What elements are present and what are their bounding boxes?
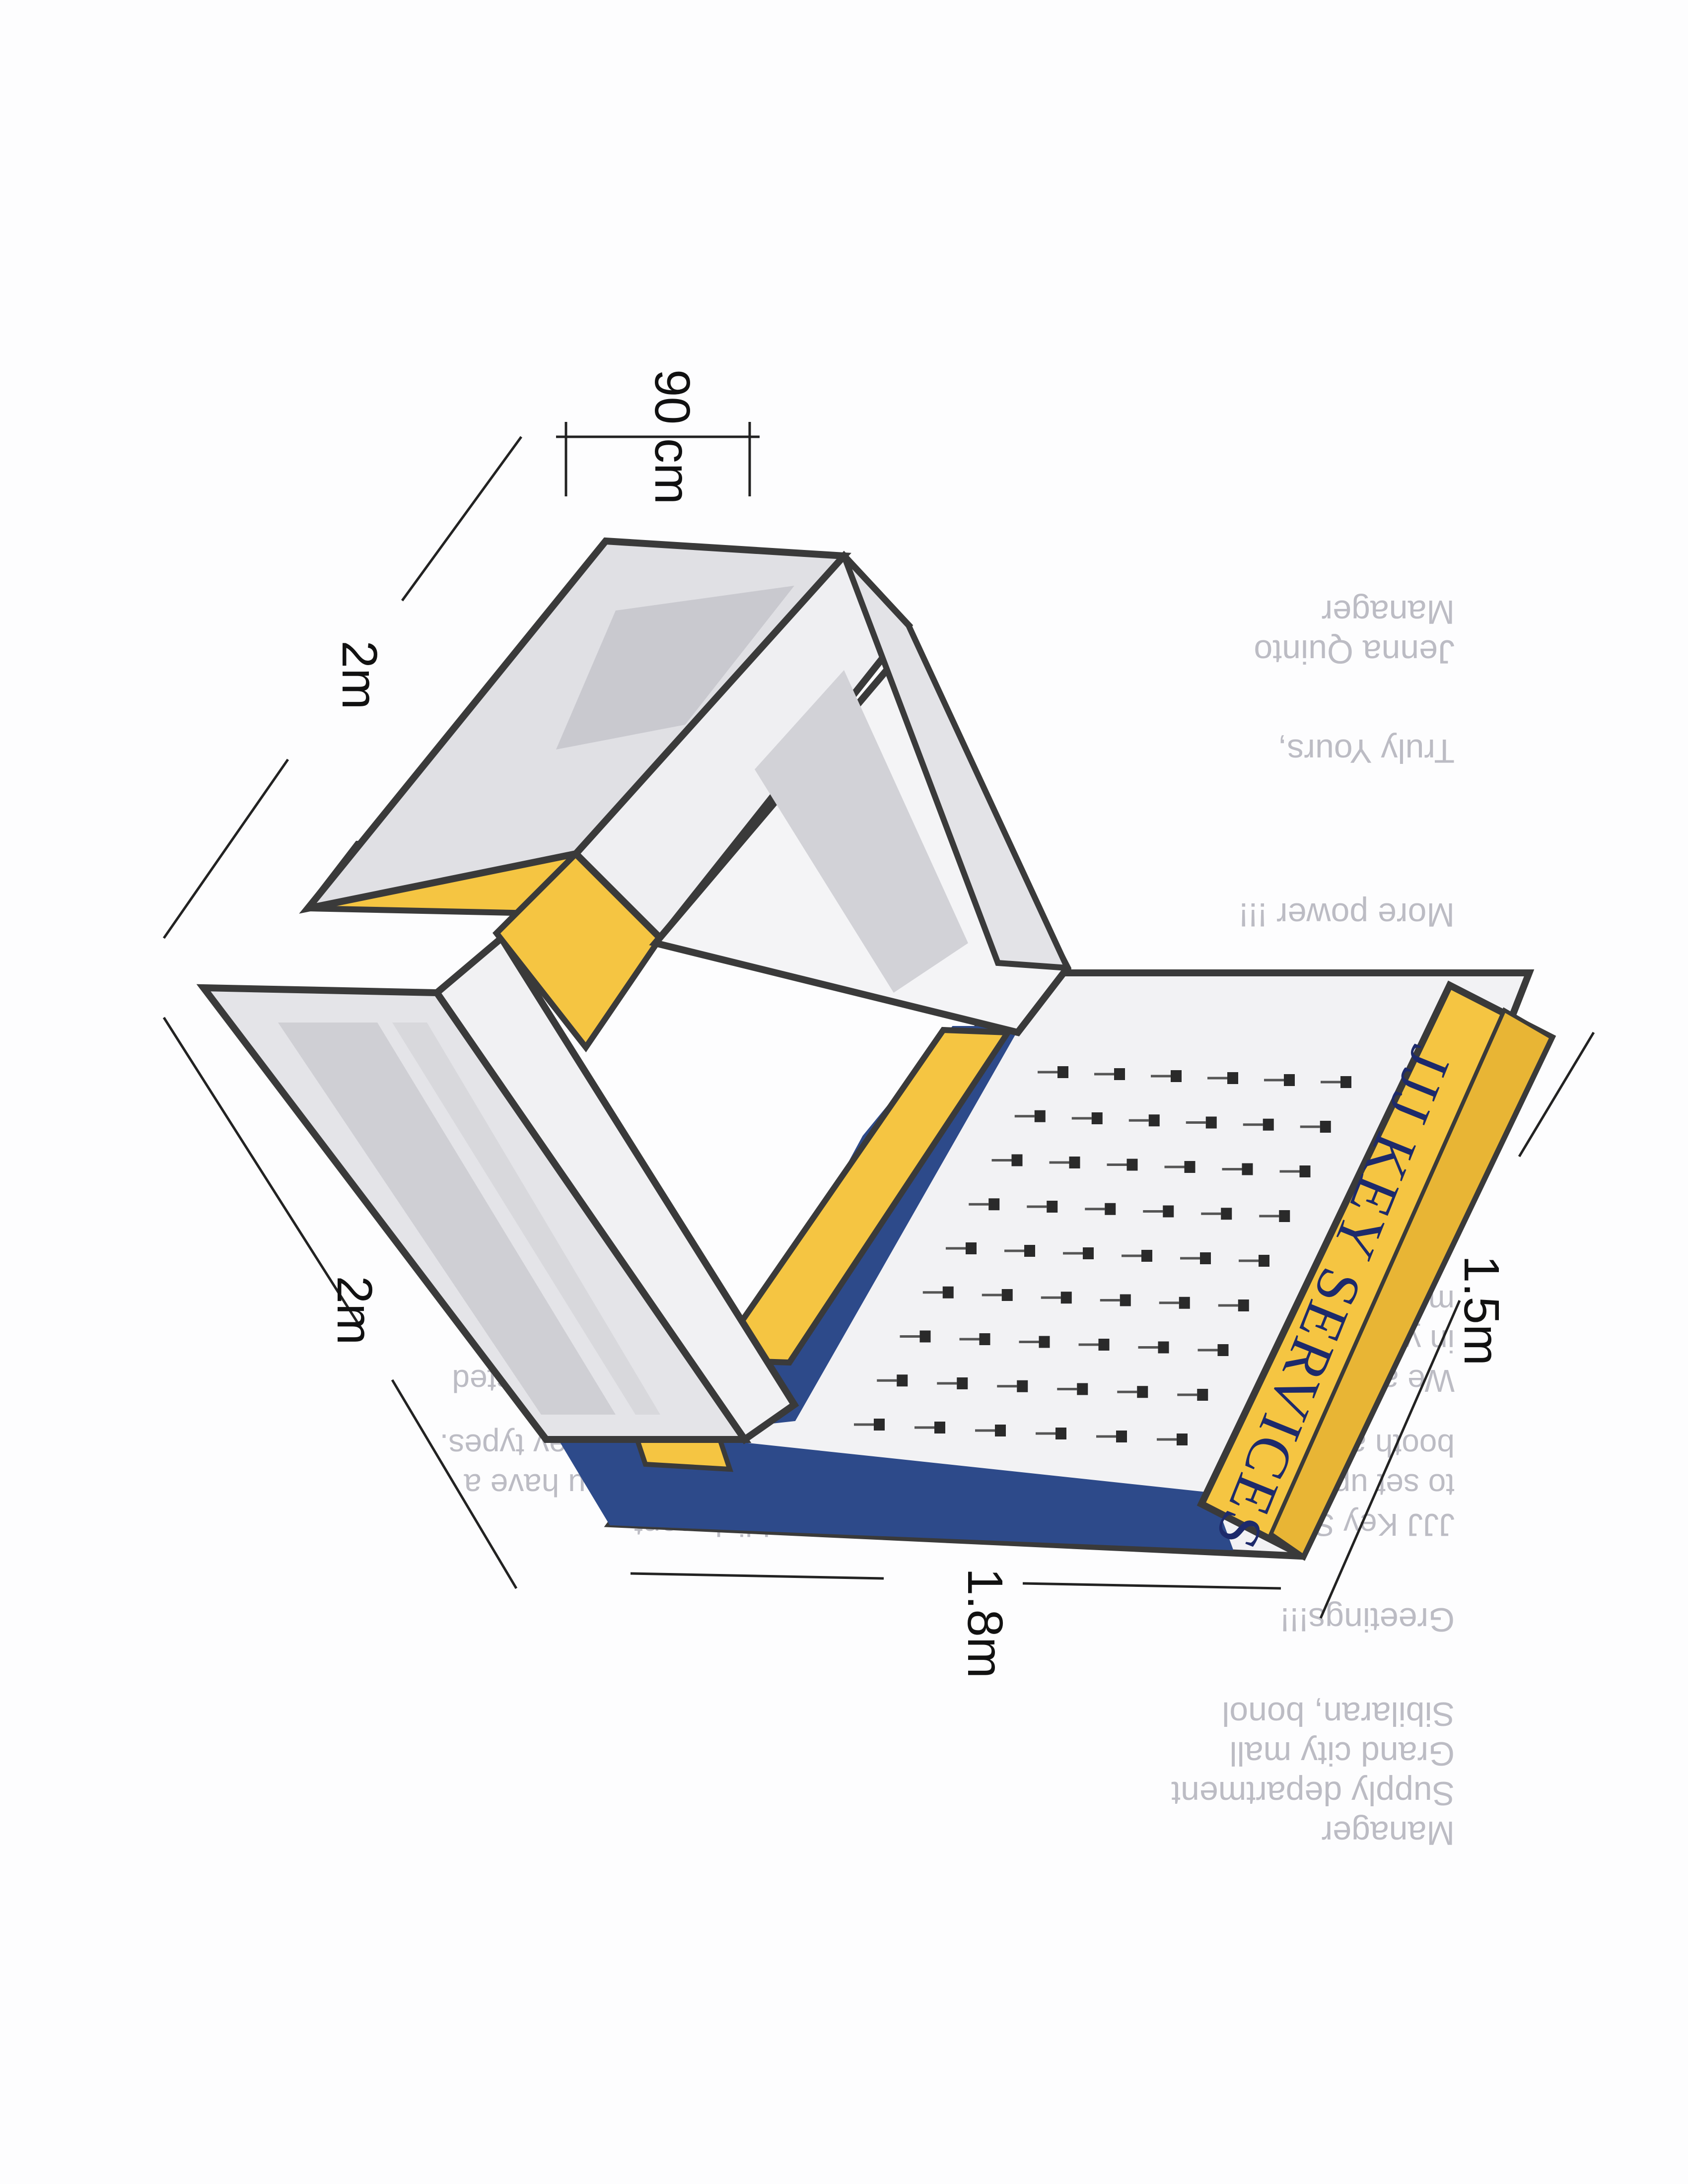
key-hook	[1186, 1116, 1217, 1129]
key-hook	[991, 1154, 1023, 1166]
key-hook	[1107, 1159, 1138, 1171]
key-hook	[1085, 1203, 1116, 1215]
key-hook	[1041, 1292, 1072, 1304]
left-cabinet-glass	[392, 1023, 660, 1415]
letter-line: Manager	[1322, 593, 1455, 631]
key-hook	[1321, 1076, 1351, 1088]
letter-line: More power !!!	[1239, 896, 1455, 934]
dimension-label-2m-upper: 2m	[332, 641, 387, 710]
key-hook	[982, 1289, 1013, 1301]
dimension-lines	[162, 422, 1595, 1619]
key-hook	[1159, 1297, 1190, 1309]
letter-line: Jenna Quinto	[1254, 633, 1455, 671]
key-hook	[975, 1425, 1006, 1436]
key-hook	[959, 1333, 990, 1345]
key-hook	[1264, 1074, 1295, 1086]
key-hook	[1038, 1066, 1068, 1078]
key-hook	[1177, 1389, 1208, 1401]
key-hook	[877, 1374, 908, 1387]
key-hook	[1157, 1433, 1188, 1445]
key-hook	[1151, 1070, 1182, 1082]
key-hook	[1100, 1294, 1131, 1306]
dimension-label-90cm: 90 cm	[644, 369, 700, 504]
key-hook	[1071, 1112, 1103, 1124]
dimension-label-1-5m: 1.5m	[1454, 1255, 1509, 1365]
key-hook	[1096, 1431, 1127, 1442]
key-hook	[1078, 1339, 1110, 1351]
key-hook	[997, 1380, 1028, 1392]
key-hook	[1180, 1252, 1211, 1264]
key-hook	[1164, 1161, 1196, 1173]
key-hook	[1279, 1165, 1311, 1177]
key-hook	[1201, 1208, 1232, 1220]
key-hook	[1222, 1163, 1253, 1175]
letter-line: Greetings!!!	[1280, 1601, 1455, 1638]
key-hook	[1143, 1205, 1174, 1218]
upper-cabinet-glass	[556, 586, 794, 750]
key-hook	[1218, 1299, 1249, 1311]
left-cabinet-glass	[278, 1023, 616, 1415]
key-hook	[922, 1286, 954, 1298]
key-hook	[1122, 1250, 1152, 1262]
key-hook	[914, 1422, 945, 1433]
key-hook	[1004, 1245, 1035, 1257]
key-hook	[1019, 1336, 1050, 1348]
key-hook	[1027, 1201, 1058, 1213]
key-hook	[1014, 1110, 1046, 1122]
key-hook	[900, 1330, 931, 1343]
key-hook	[1239, 1255, 1269, 1267]
key-hook-grid	[854, 1066, 1351, 1445]
key-hook	[1197, 1344, 1229, 1356]
key-hook	[1300, 1121, 1331, 1133]
key-hook	[1094, 1068, 1125, 1080]
brand-fascia-side	[1268, 1007, 1554, 1559]
display-unit-glass	[755, 670, 968, 993]
key-hook	[1243, 1118, 1274, 1131]
letter-line: Supply department	[1171, 1774, 1455, 1812]
key-hook	[1138, 1341, 1169, 1354]
letter-line: Sibilaran, bonol	[1222, 1695, 1455, 1733]
left-cabinet-front	[432, 933, 799, 1444]
key-hook	[937, 1377, 968, 1389]
letter-line: Truly Yours,	[1277, 732, 1455, 770]
key-hook	[1057, 1383, 1088, 1395]
key-hook	[1049, 1157, 1080, 1168]
key-hook	[1117, 1386, 1148, 1398]
key-hook	[1259, 1210, 1290, 1222]
dimension-label-1-8m: 1.8m	[957, 1568, 1013, 1678]
letter-line: Manager	[1322, 1814, 1455, 1852]
dimension-label-2m-left: 2m	[327, 1276, 382, 1345]
key-hook	[1207, 1072, 1238, 1084]
letter-line: Grand city mall	[1230, 1735, 1455, 1773]
display-unit-side	[841, 553, 1072, 971]
key-hook	[1128, 1114, 1160, 1127]
key-hook	[1036, 1428, 1066, 1439]
key-hook	[854, 1419, 885, 1431]
key-hook	[1063, 1247, 1094, 1259]
key-hook	[969, 1198, 1000, 1211]
key-hook	[946, 1242, 977, 1254]
